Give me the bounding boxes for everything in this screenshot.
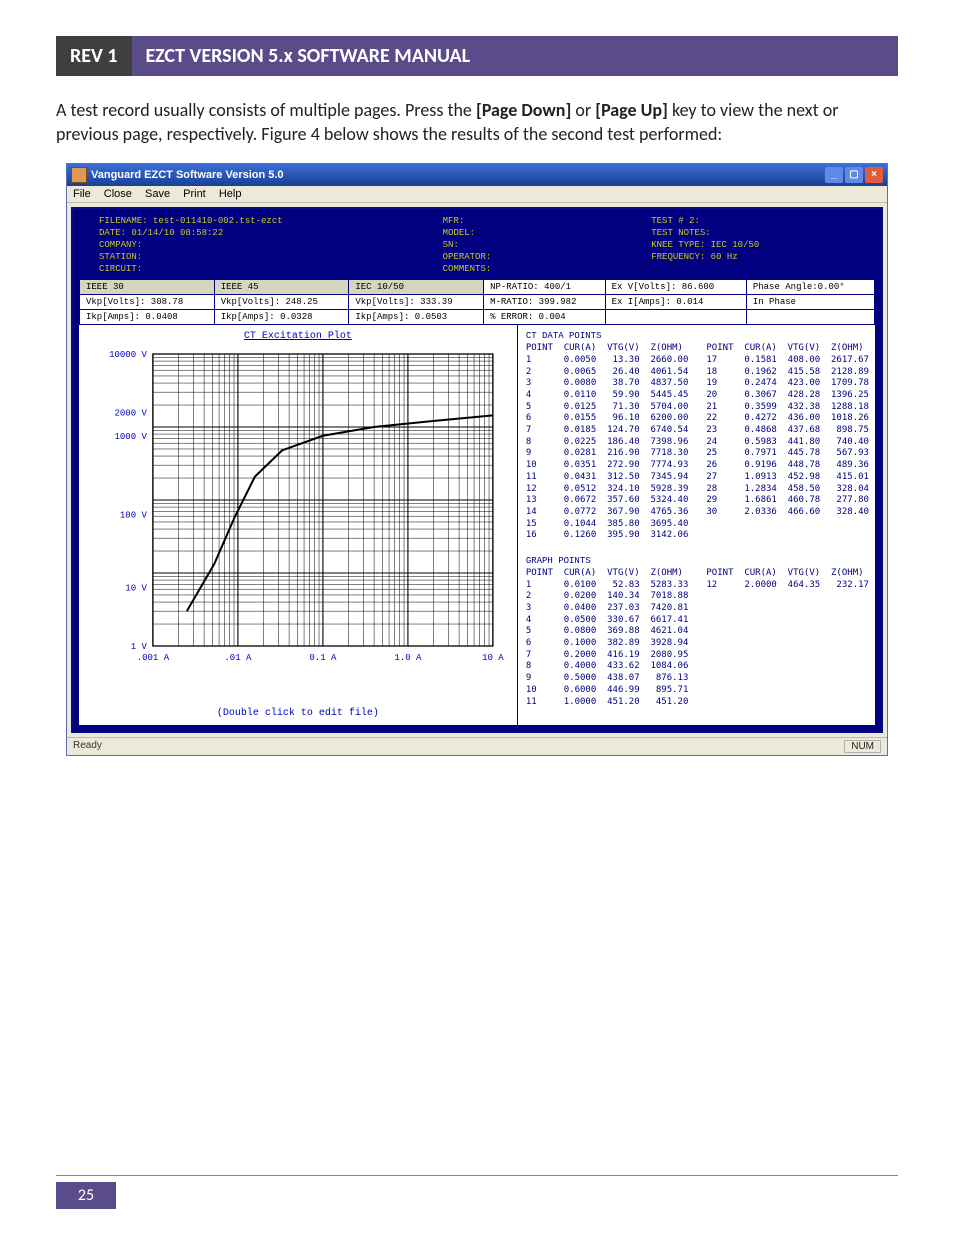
page-footer: 25 xyxy=(56,1175,898,1209)
meta-line: OPERATOR: xyxy=(443,251,492,263)
menu-file[interactable]: File xyxy=(73,188,91,200)
close-button[interactable]: × xyxy=(865,167,883,183)
minimize-button[interactable]: _ xyxy=(825,167,843,183)
grid-cell xyxy=(605,310,746,325)
menu-close[interactable]: Close xyxy=(104,188,132,200)
meta-line: COMMENTS: xyxy=(443,263,492,275)
svg-text:10000 V: 10000 V xyxy=(109,350,147,360)
grid-cell: In Phase xyxy=(746,295,874,310)
grid-cell: NP-RATIO: 400/1 xyxy=(484,280,606,295)
grid-cell: Ex I[Amps]: 0.014 xyxy=(605,295,746,310)
chart-hint: (Double click to edit file) xyxy=(83,708,513,719)
grid-cell: % ERROR: 0.004 xyxy=(484,310,606,325)
meta-line: MFR: xyxy=(443,215,492,227)
grid-cell: Ikp[Amps]: 0.0328 xyxy=(214,310,349,325)
grid-cell: Phase Angle:0.00° xyxy=(746,280,874,295)
grid-cell: Vkp[Volts]: 333.39 xyxy=(349,295,484,310)
menu-save[interactable]: Save xyxy=(145,188,170,200)
grid-cell: IEEE 45 xyxy=(214,280,349,295)
menu-bar: File Close Save Print Help xyxy=(67,186,887,203)
chart-title: CT Excitation Plot xyxy=(83,331,513,342)
meta-line: FILENAME: test-011410-002.tst-ezct xyxy=(99,215,283,227)
menu-help[interactable]: Help xyxy=(219,188,242,200)
status-text: Ready xyxy=(73,740,844,753)
page-number: 25 xyxy=(56,1182,116,1209)
meta-line: SN: xyxy=(443,239,492,251)
grid-cell: Ex V[Volts]: 86.600 xyxy=(605,280,746,295)
chart-panel: CT Excitation Plot 10000 V2000 V1000 V10… xyxy=(79,325,518,725)
grid-cell: Ikp[Amps]: 0.0503 xyxy=(349,310,484,325)
svg-text:10 A: 10 A xyxy=(482,653,504,663)
chart-svg: 10000 V 2000 V 1000 V 100 V 10 V 1 V.001 A .01… xyxy=(83,346,513,676)
grid-cell xyxy=(746,310,874,325)
intro-text: A test record usually consists of multip… xyxy=(56,99,476,121)
grid-cell: Ikp[Amps]: 0.0408 xyxy=(80,310,215,325)
content-canvas: FILENAME: test-011410-002.tst-ezctDATE: … xyxy=(71,207,883,734)
graph-points-table: POINT CUR(A) VTG(V) Z(OHM) 1 0.0100 52.8… xyxy=(526,568,869,708)
svg-text:.001 A: .001 A xyxy=(137,653,170,663)
grid-cell: IEEE 30 xyxy=(80,280,215,295)
pageup-key: [Page Up] xyxy=(595,99,668,121)
app-icon xyxy=(71,167,87,183)
svg-text:.01 A: .01 A xyxy=(224,653,252,663)
pagedown-key: [Page Down] xyxy=(476,99,571,121)
doc-header: REV 1 EZCT VERSION 5.x SOFTWARE MANUAL xyxy=(56,36,898,76)
metadata-block: FILENAME: test-011410-002.tst-ezctDATE: … xyxy=(79,215,875,276)
svg-text:1000 V: 1000 V xyxy=(115,432,148,442)
meta-line: DATE: 01/14/10 08:58:22 xyxy=(99,227,283,239)
grid-cell: Vkp[Volts]: 248.25 xyxy=(214,295,349,310)
meta-line: CIRCUIT: xyxy=(99,263,283,275)
grid-cell: Vkp[Volts]: 308.78 xyxy=(80,295,215,310)
maximize-button[interactable]: ▢ xyxy=(845,167,863,183)
doc-title: EZCT VERSION 5.x SOFTWARE MANUAL xyxy=(132,36,899,76)
meta-line: TEST # 2: xyxy=(651,215,759,227)
menu-print[interactable]: Print xyxy=(183,188,206,200)
grid-cell: IEC 10/50 xyxy=(349,280,484,295)
status-num: NUM xyxy=(844,740,881,753)
intro-paragraph: A test record usually consists of multip… xyxy=(56,98,898,147)
rev-badge: REV 1 xyxy=(56,36,132,76)
meta-line: MODEL: xyxy=(443,227,492,239)
meta-line: COMPANY: xyxy=(99,239,283,251)
grid-cell: M-RATIO: 399.982 xyxy=(484,295,606,310)
titlebar: Vanguard EZCT Software Version 5.0 _ ▢ × xyxy=(67,164,887,186)
svg-text:1.0 A: 1.0 A xyxy=(394,653,422,663)
meta-line: STATION: xyxy=(99,251,283,263)
ct-data-title: CT DATA POINTS xyxy=(526,331,869,341)
svg-text:1 V: 1 V xyxy=(131,642,148,652)
meta-line: KNEE TYPE: IEC 10/50 xyxy=(651,239,759,251)
svg-text:0.1 A: 0.1 A xyxy=(309,653,337,663)
excitation-plot[interactable]: 10000 V 2000 V 1000 V 100 V 10 V 1 V.001 A .01… xyxy=(83,346,513,676)
svg-text:10 V: 10 V xyxy=(125,584,147,594)
summary-grid: IEEE 30IEEE 45IEC 10/50NP-RATIO: 400/1Ex… xyxy=(79,279,875,325)
status-bar: Ready NUM xyxy=(67,737,887,755)
window-caption: Vanguard EZCT Software Version 5.0 xyxy=(91,169,823,181)
svg-text:100 V: 100 V xyxy=(120,511,148,521)
app-window: Vanguard EZCT Software Version 5.0 _ ▢ ×… xyxy=(66,163,888,757)
meta-line: TEST NOTES: xyxy=(651,227,759,239)
data-panel: CT DATA POINTS POINT CUR(A) VTG(V) Z(OHM… xyxy=(518,325,877,725)
svg-text:2000 V: 2000 V xyxy=(115,409,148,419)
meta-line: FREQUENCY: 60 Hz xyxy=(651,251,759,263)
intro-text: or xyxy=(571,99,595,121)
graph-points-title: GRAPH POINTS xyxy=(526,556,869,566)
ct-data-table: POINT CUR(A) VTG(V) Z(OHM) 1 0.0050 13.3… xyxy=(526,343,869,542)
